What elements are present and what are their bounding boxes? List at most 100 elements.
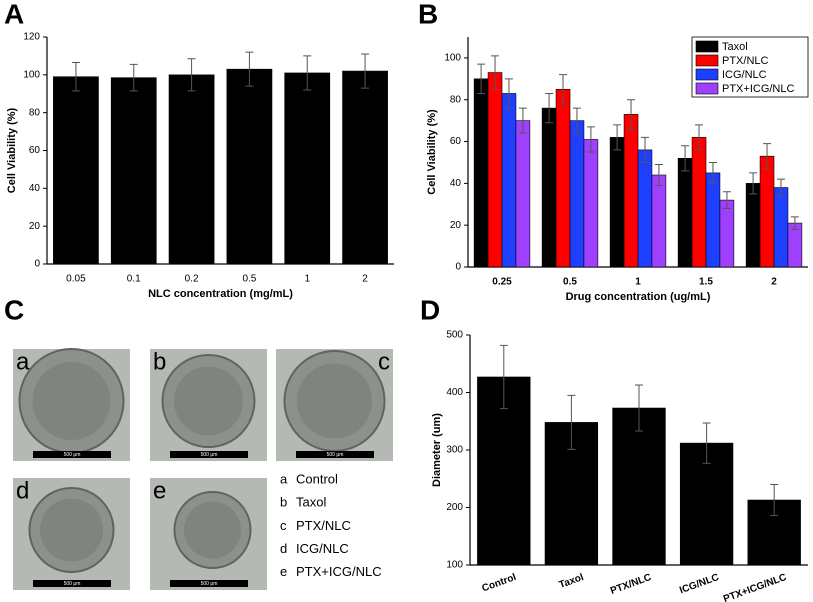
micrograph: 500 μm d xyxy=(13,477,130,590)
error-bar xyxy=(504,78,513,109)
y-tick-label: 40 xyxy=(29,183,41,194)
x-tick-label: 1 xyxy=(304,274,310,285)
y-tick-label: 0 xyxy=(34,259,40,270)
legend-swatch xyxy=(695,82,719,95)
y-tick-label: 20 xyxy=(29,221,41,232)
scale-label: 500 μm xyxy=(327,452,344,458)
x-tick-label: Taxol xyxy=(558,572,586,591)
scale-bar xyxy=(33,451,111,458)
y-tick-label: 200 xyxy=(446,502,463,513)
legend-label: PTX/NLC xyxy=(722,55,769,67)
error-bar xyxy=(613,124,622,151)
y-tick-label: 40 xyxy=(450,178,462,189)
bar xyxy=(473,78,489,268)
legend-label: ICG/NLC xyxy=(722,69,767,81)
micrograph: 500 μm b xyxy=(150,348,267,461)
bar xyxy=(609,137,625,268)
scale-label: 500 μm xyxy=(64,581,81,587)
error-bar xyxy=(572,107,581,134)
scale-label: 500 μm xyxy=(201,452,218,458)
error-bar xyxy=(695,124,704,151)
error-bar xyxy=(303,55,312,91)
error-bar xyxy=(586,126,595,153)
error-bar xyxy=(640,136,649,163)
scale-label: 500 μm xyxy=(64,452,81,458)
panel-label: B xyxy=(418,0,438,29)
legend-label: PTX+ICG/NLC xyxy=(296,564,382,579)
micrograph: 500 μm c xyxy=(276,348,393,461)
x-tick-label: 1 xyxy=(635,277,641,288)
error-bar xyxy=(245,51,254,87)
bar xyxy=(284,72,331,265)
y-tick-label: 80 xyxy=(29,107,41,118)
x-tick-label: PTX/NLC xyxy=(609,572,653,597)
legend-letter: c xyxy=(280,518,287,533)
error-bar xyxy=(722,191,731,209)
y-tick-label: 500 xyxy=(446,330,463,341)
y-tick-label: 80 xyxy=(450,94,462,105)
panel-label: A xyxy=(4,0,24,29)
bar xyxy=(719,199,735,268)
x-axis-label: NLC concentration (mg/mL) xyxy=(148,288,293,300)
bar xyxy=(583,139,599,268)
error-bar xyxy=(545,92,554,124)
error-bar xyxy=(708,161,717,184)
error-bar xyxy=(702,422,711,464)
error-bar xyxy=(491,55,500,90)
legend-swatch xyxy=(695,68,719,81)
x-tick-label: 2 xyxy=(771,277,777,288)
bar xyxy=(612,407,666,566)
legend-label: Taxol xyxy=(296,495,326,510)
image-letter: e xyxy=(153,477,166,504)
scale-bar xyxy=(296,451,374,458)
error-bar xyxy=(770,484,779,517)
spheroid-core xyxy=(297,363,372,439)
x-tick-label: 0.05 xyxy=(66,274,86,285)
bar xyxy=(110,77,157,265)
error-bar xyxy=(763,143,772,170)
legend-label: ICG/NLC xyxy=(296,541,349,556)
spheroid-core xyxy=(174,366,243,436)
bar xyxy=(541,107,557,268)
legend-swatch xyxy=(695,54,719,67)
error-bar xyxy=(635,384,643,432)
bar xyxy=(515,120,531,268)
error-bar xyxy=(71,62,80,92)
x-axis-label: Drug concentration (ug/mL) xyxy=(566,291,711,303)
x-tick-label: 0.1 xyxy=(127,274,141,285)
y-tick-label: 400 xyxy=(446,387,463,398)
error-bar xyxy=(654,164,663,186)
x-tick-label: 1.5 xyxy=(699,277,713,288)
bar xyxy=(651,174,667,268)
error-bar xyxy=(361,53,370,89)
bar xyxy=(555,88,571,268)
bar xyxy=(745,183,761,268)
y-tick-label: 100 xyxy=(444,53,461,64)
error-bar xyxy=(499,344,508,410)
panel-label: D xyxy=(420,294,440,325)
x-tick-label: ICG/NLC xyxy=(678,572,720,596)
y-tick-label: 0 xyxy=(455,262,461,273)
error-bar xyxy=(681,145,690,172)
micrograph: 500 μm e xyxy=(150,477,267,590)
legend-label: Taxol xyxy=(722,41,748,53)
bar xyxy=(487,72,503,268)
error-bar xyxy=(627,99,636,130)
bar xyxy=(501,93,517,268)
error-bar xyxy=(776,178,785,197)
x-tick-label: Control xyxy=(481,572,518,595)
legend-label: PTX/NLC xyxy=(296,518,351,533)
bar xyxy=(569,120,585,268)
y-axis-label: Cell Viability (%) xyxy=(6,107,18,193)
y-tick-label: 100 xyxy=(23,69,40,80)
y-axis-label: Cell Viability (%) xyxy=(426,109,438,195)
x-tick-label: 0.25 xyxy=(492,277,512,288)
error-bar xyxy=(749,172,758,195)
bar xyxy=(773,187,789,268)
legend-letter: b xyxy=(280,495,287,510)
bar xyxy=(342,70,388,265)
error-bar xyxy=(129,63,138,92)
error-bar xyxy=(790,216,799,230)
x-tick-label: 0.5 xyxy=(242,274,256,285)
